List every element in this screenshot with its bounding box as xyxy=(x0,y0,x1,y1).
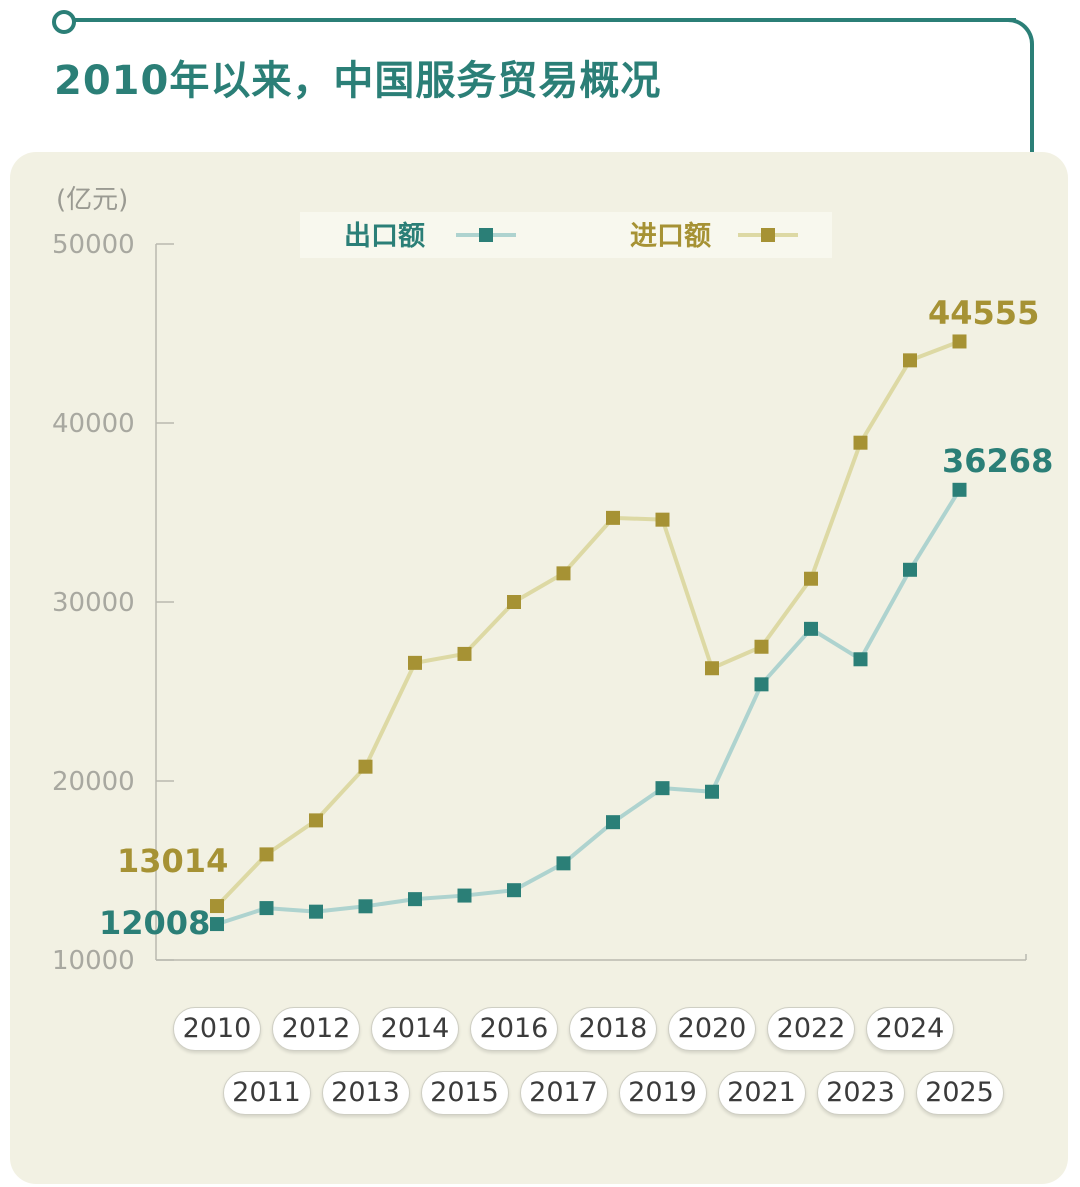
x-tick-label-2018: 2018 xyxy=(569,1007,657,1051)
title-frame-corner xyxy=(1000,18,1034,52)
export-point-2010 xyxy=(210,917,224,932)
legend-import-label: 进口额 xyxy=(630,221,711,252)
x-tick-label-2010: 2010 xyxy=(173,1007,261,1051)
import-point-2015 xyxy=(457,646,472,661)
x-tick-label-2023: 2023 xyxy=(816,1071,905,1115)
export-point-2012 xyxy=(309,904,323,919)
import-point-2014 xyxy=(408,655,422,670)
y-tick-label: 20000 xyxy=(52,767,135,797)
x-tick-label-2021: 2021 xyxy=(717,1071,806,1115)
import-point-2016 xyxy=(507,595,521,609)
export-point-2025 xyxy=(952,482,967,497)
data-label-import-2025: 44555 xyxy=(928,294,1039,332)
x-tick-label-2025: 2025 xyxy=(915,1071,1004,1115)
title-frame-line xyxy=(74,18,1016,22)
import-point-2025 xyxy=(952,334,967,349)
y-axis-unit-label: (亿元) xyxy=(56,185,128,215)
legend-export-marker xyxy=(479,228,493,242)
page-title: 2010年以来，中国服务贸易概况 xyxy=(54,58,662,104)
y-tick-label: 10000 xyxy=(52,946,135,976)
title-frame-drop-line xyxy=(1030,46,1034,152)
import-point-2011 xyxy=(259,847,274,862)
export-point-2018 xyxy=(606,815,620,830)
export-point-2019 xyxy=(655,781,670,796)
export-point-2022 xyxy=(804,621,818,636)
title-dot-icon xyxy=(52,10,76,34)
legend: 出口额 进口额 xyxy=(300,212,832,258)
x-tick-label-2014: 2014 xyxy=(371,1007,459,1051)
import-point-2010 xyxy=(210,899,224,914)
import-point-2023 xyxy=(853,435,868,450)
series-lines xyxy=(215,339,962,926)
export-point-2015 xyxy=(457,888,472,903)
x-tick-label-2012: 2012 xyxy=(272,1007,360,1051)
x-tick-label-2011: 2011 xyxy=(222,1071,311,1115)
x-tick-label-2016: 2016 xyxy=(470,1007,558,1051)
x-tick-label-2017: 2017 xyxy=(519,1071,608,1115)
import-point-2021 xyxy=(754,639,769,654)
export-point-2020 xyxy=(705,784,719,799)
data-label-export-2025: 36268 xyxy=(942,442,1053,480)
export-point-2013 xyxy=(358,899,373,914)
data-label-import-2010: 13014 xyxy=(117,842,228,880)
export-point-2016 xyxy=(507,883,521,898)
legend-export-label: 出口额 xyxy=(344,221,425,252)
import-point-2012 xyxy=(309,813,323,828)
import-point-2020 xyxy=(705,661,719,676)
import-point-2019 xyxy=(655,512,670,527)
x-tick-label-2024: 2024 xyxy=(866,1007,954,1051)
import-point-2018 xyxy=(606,510,620,525)
y-tick-label: 40000 xyxy=(52,409,135,439)
x-tick-label-2015: 2015 xyxy=(420,1071,509,1115)
export-point-2023 xyxy=(853,652,868,667)
y-tick-label: 50000 xyxy=(52,230,135,260)
data-label-export-2010: 12008 xyxy=(99,904,210,942)
export-point-2017 xyxy=(556,856,571,871)
y-tick-label: 30000 xyxy=(52,588,135,618)
import-series-line xyxy=(215,339,961,908)
export-point-2024 xyxy=(903,562,917,577)
import-point-2017 xyxy=(556,566,571,581)
axes: 10000 20000 30000 40000 50000 xyxy=(52,230,1027,976)
legend-import-marker xyxy=(761,228,775,242)
export-point-2021 xyxy=(754,677,769,692)
series-markers xyxy=(210,334,967,932)
export-series-line xyxy=(216,488,962,926)
export-point-2011 xyxy=(259,901,274,916)
x-tick-label-2020: 2020 xyxy=(668,1007,756,1051)
export-point-2014 xyxy=(408,892,422,907)
import-point-2024 xyxy=(903,353,917,368)
import-point-2022 xyxy=(804,571,818,586)
import-point-2013 xyxy=(358,759,373,774)
x-tick-label-2022: 2022 xyxy=(767,1007,855,1051)
x-tick-label-2019: 2019 xyxy=(618,1071,707,1115)
x-tick-label-2013: 2013 xyxy=(321,1071,410,1115)
